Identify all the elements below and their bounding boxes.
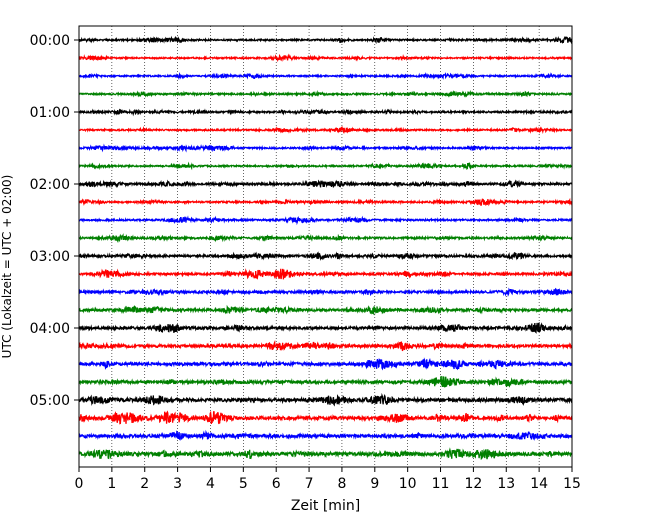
seismic-trace <box>78 53 573 63</box>
seismic-trace <box>78 268 573 280</box>
x-tick-label: 3 <box>173 476 182 492</box>
x-tick-label: 7 <box>305 476 314 492</box>
seismic-trace <box>78 179 573 189</box>
y-tick-label: 01:00 <box>30 105 70 121</box>
seismic-trace <box>78 304 573 316</box>
y-tick-label: 03:00 <box>30 249 70 265</box>
plot-frame <box>78 25 573 468</box>
seismic-trace <box>78 215 573 226</box>
x-tick-label: 10 <box>399 476 417 492</box>
y-axis-label: UTC (Lokalzeit = UTC + 02:00) <box>0 175 14 359</box>
x-axis-label: Zeit [min] <box>291 498 360 514</box>
seismic-trace <box>78 108 573 117</box>
y-axis-ticks: 00:00 01:00 02:00 03:00 04:00 05:00 <box>30 33 79 409</box>
seismic-trace <box>78 447 573 460</box>
seismic-trace <box>78 233 573 243</box>
x-tick-label: 5 <box>239 476 248 492</box>
y-tick-label: 02:00 <box>30 177 70 193</box>
seismic-trace <box>78 357 573 371</box>
seismic-trace <box>78 35 573 45</box>
y-tick-label: 00:00 <box>30 33 70 49</box>
x-tick-label: 4 <box>206 476 215 492</box>
x-tick-label: 0 <box>75 476 84 492</box>
seismic-trace <box>78 287 573 297</box>
x-tick-label: 8 <box>337 476 346 492</box>
x-tick-label: 1 <box>107 476 116 492</box>
y-tick-label: 05:00 <box>30 393 70 409</box>
seismic-trace <box>78 197 573 207</box>
seismic-trace <box>78 429 573 441</box>
seismic-trace <box>78 143 573 153</box>
seismic-trace <box>78 339 573 352</box>
x-tick-label: 12 <box>464 476 482 492</box>
seismic-traces <box>78 35 573 460</box>
x-tick-label: 6 <box>272 476 281 492</box>
x-tick-label: 14 <box>530 476 548 492</box>
x-tick-label: 9 <box>370 476 379 492</box>
x-tick-label: 2 <box>140 476 149 492</box>
x-axis-ticks: 0 1 2 3 4 5 6 7 8 9 10 11 12 13 14 15 <box>75 467 581 492</box>
y-tick-label: 04:00 <box>30 321 70 337</box>
seismic-trace <box>78 410 573 425</box>
x-tick-label: 13 <box>497 476 515 492</box>
seismic-trace <box>78 125 573 135</box>
seismic-trace <box>78 251 573 261</box>
seismic-trace <box>78 71 573 81</box>
seismic-trace <box>78 392 573 407</box>
seismic-trace <box>78 89 573 98</box>
seismic-trace <box>78 375 573 388</box>
x-tick-label: 11 <box>432 476 450 492</box>
x-tick-label: 15 <box>563 476 581 492</box>
seismic-trace <box>78 161 573 171</box>
seismic-trace <box>78 321 573 334</box>
